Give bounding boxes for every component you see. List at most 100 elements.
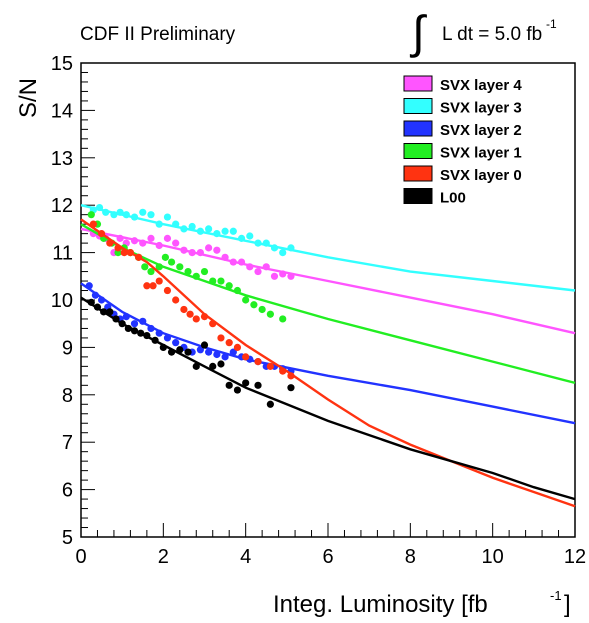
fit-line: [80, 204, 576, 292]
y-tick-label: 15: [51, 53, 73, 75]
legend-item-svx-layer-2: SVX layer 2: [403, 120, 522, 139]
legend-label: L00: [440, 190, 466, 207]
y-tick-label: 14: [51, 100, 73, 122]
data-point: [188, 222, 196, 231]
y-tick-label: 10: [51, 290, 73, 312]
data-point: [147, 234, 155, 242]
series-svx-layer-3: [80, 203, 576, 292]
x-tick-label: 2: [158, 546, 169, 568]
data-point: [217, 277, 225, 285]
fit-line: [80, 296, 576, 501]
data-point: [225, 339, 233, 347]
x-tick-label: 4: [240, 546, 251, 568]
legend: SVX layer 4 SVX layer 3 SVX layer 2 SVX lay…: [403, 75, 522, 207]
data-point: [161, 253, 169, 261]
x-tick-label: 0: [75, 546, 86, 568]
data-point: [242, 296, 250, 304]
data-point: [172, 339, 180, 347]
legend-item-svx-layer-0: SVX layer 0: [403, 165, 522, 184]
data-point: [266, 362, 274, 370]
data-point: [246, 232, 254, 240]
x-tick-label: 10: [482, 546, 504, 568]
y-tick-label: 9: [62, 337, 73, 359]
data-point: [233, 386, 242, 394]
data-point: [192, 362, 200, 370]
y-axis-label: S/N: [15, 78, 42, 118]
data-point: [266, 310, 274, 318]
data-point: [254, 267, 262, 276]
data-point: [186, 310, 194, 318]
fit-line: [80, 282, 576, 425]
x-axis-label-superscript: -1: [550, 588, 562, 603]
legend-swatch: [403, 165, 433, 182]
data-point: [192, 315, 200, 323]
data-point: [130, 320, 139, 328]
data-point: [221, 227, 229, 235]
data-point: [270, 272, 279, 280]
data-point: [163, 213, 172, 221]
data-point: [254, 381, 262, 389]
data-point: [242, 353, 250, 361]
x-tick-label: 6: [322, 546, 333, 568]
data-point: [213, 246, 221, 254]
legend-swatch: [403, 188, 433, 204]
fit-line: [80, 218, 576, 508]
x-axis-label-suffix: ]: [564, 591, 571, 618]
series-l00: [80, 296, 576, 501]
legend-label: SVX layer 2: [440, 122, 522, 139]
x-axis-title: Integ. Luminosity [fb -1 ]: [273, 588, 571, 618]
data-point: [233, 343, 242, 351]
data-point: [176, 263, 184, 271]
data-point: [250, 301, 258, 309]
x-axis-label: Integ. Luminosity [fb: [273, 591, 488, 618]
data-point: [180, 305, 188, 314]
data-point: [141, 263, 149, 271]
data-point: [196, 346, 204, 354]
lumi-superscript: -1: [546, 17, 557, 31]
legend-swatch: [403, 75, 433, 92]
data-point: [200, 267, 209, 276]
legend-swatch: [403, 98, 433, 114]
data-point: [258, 305, 266, 314]
y-tick-label: 5: [62, 527, 73, 549]
legend-swatch: [403, 143, 433, 159]
data-point: [172, 239, 180, 247]
series-svx-layer-0: [80, 218, 576, 508]
data-point: [147, 267, 155, 276]
legend-item-svx-layer-1: SVX layer 1: [403, 143, 522, 162]
data-point: [217, 360, 225, 368]
y-tick-label: 12: [51, 195, 73, 217]
y-tick-label: 13: [51, 148, 73, 170]
y-tick-label: 11: [52, 243, 73, 265]
integral-symbol: ∫: [409, 6, 427, 58]
data-point: [229, 348, 237, 356]
x-tick-label: 8: [405, 546, 416, 568]
legend-label: SVX layer 0: [440, 167, 522, 184]
data-point: [287, 384, 295, 392]
data-point: [167, 258, 176, 266]
data-point: [143, 282, 151, 290]
legend-item-svx-layer-4: SVX layer 4: [403, 75, 522, 94]
data-point: [242, 379, 250, 387]
legend-label: SVX layer 4: [440, 77, 522, 94]
y-tick-label: 8: [62, 385, 73, 407]
data-point: [184, 348, 192, 356]
data-point: [254, 358, 262, 366]
data-point: [229, 227, 237, 235]
series-svx-layer-2: [80, 282, 576, 425]
data-point: [139, 208, 147, 216]
legend-item-svx-layer-3: SVX layer 3: [403, 98, 522, 117]
series-svx-layer-1: [80, 211, 576, 385]
data-point: [225, 282, 233, 290]
data-point: [279, 315, 287, 323]
y-tick-label: 7: [62, 432, 73, 454]
x-tick-label: 12: [564, 546, 586, 568]
data-point: [225, 381, 233, 389]
lumi-text: L dt = 5.0 fb: [442, 24, 542, 45]
plot-area: 0 2 4 6 8 10 12 5 6 7 8 9 10 11 12 13 14 15: [51, 53, 586, 568]
data-point: [172, 296, 180, 304]
data-point: [205, 244, 213, 252]
data-point: [149, 282, 157, 290]
fit-line: [80, 227, 576, 335]
fit-line: [80, 223, 576, 385]
